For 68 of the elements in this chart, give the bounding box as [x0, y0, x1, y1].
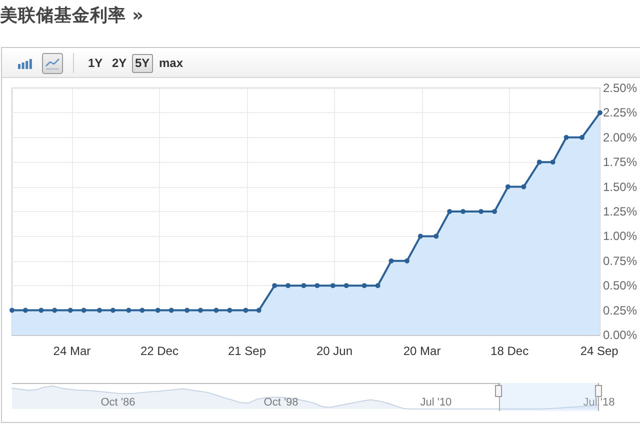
point	[505, 184, 510, 190]
y-tick-label: 0.50%	[602, 278, 638, 293]
chart-title: 美联储基金利率 »	[0, 5, 144, 26]
point	[362, 283, 367, 288]
y-tick-label: 2.00%	[602, 130, 638, 144]
point	[68, 308, 73, 313]
point	[97, 308, 102, 313]
point	[38, 308, 44, 313]
y-tick-label: 0.00%	[602, 328, 638, 342]
x-tick-label: Jul '18	[583, 396, 615, 408]
point	[404, 258, 410, 264]
x-tick-label: 22 Dec	[140, 344, 178, 358]
y-tick-label: 1.50%	[602, 180, 638, 194]
point	[214, 308, 219, 313]
point	[140, 308, 145, 313]
point	[155, 308, 160, 313]
point	[227, 308, 232, 313]
point	[550, 160, 556, 165]
point	[418, 234, 423, 239]
y-tick-label: 0.75%	[602, 254, 638, 268]
y-tick-label: 1.00%	[602, 229, 638, 244]
point	[580, 134, 585, 140]
x-tick-label: 18 Dec	[490, 344, 529, 358]
text: 1Y	[87, 55, 104, 72]
x-tick-label: Oct '98	[264, 396, 298, 408]
point	[434, 234, 439, 239]
point	[478, 209, 484, 214]
y-tick-label: 2.25%	[602, 106, 638, 120]
text: 2Y	[111, 55, 128, 72]
x-tick-label: 24 Sep	[580, 344, 619, 358]
point	[168, 308, 174, 313]
point	[536, 160, 542, 165]
point	[256, 308, 262, 313]
point	[286, 283, 291, 288]
x-tick-label: Jul '10	[420, 396, 452, 408]
y-tick-label: 2.50%	[602, 81, 638, 95]
point	[330, 283, 336, 288]
x-tick-label: 20 Mar	[403, 344, 441, 358]
point	[52, 308, 58, 313]
point	[344, 283, 349, 288]
point	[81, 308, 86, 313]
x-tick-label: 21 Sep	[228, 344, 266, 358]
x-tick-label: 20 Jun	[316, 344, 353, 358]
point	[492, 209, 497, 214]
y-tick-label: 0.25%	[602, 303, 638, 318]
point	[447, 209, 452, 214]
text: 5Y	[132, 54, 153, 73]
point	[375, 283, 380, 288]
point	[597, 110, 602, 116]
y-tick-label: 1.25%	[602, 204, 638, 218]
point	[564, 134, 569, 140]
point	[460, 209, 466, 214]
point	[314, 283, 320, 288]
point	[198, 308, 204, 313]
point	[521, 184, 526, 190]
point	[243, 308, 248, 313]
point	[110, 308, 116, 313]
point	[184, 308, 190, 313]
text: max	[158, 55, 184, 72]
point	[126, 308, 132, 313]
point	[388, 258, 394, 264]
x-tick-label: Oct '86	[100, 396, 136, 408]
x-tick-label: 24 Mar	[53, 344, 91, 358]
y-tick-label: 1.75%	[602, 155, 638, 170]
point	[22, 308, 28, 313]
point	[272, 283, 278, 288]
point	[10, 308, 14, 313]
point	[301, 283, 306, 288]
